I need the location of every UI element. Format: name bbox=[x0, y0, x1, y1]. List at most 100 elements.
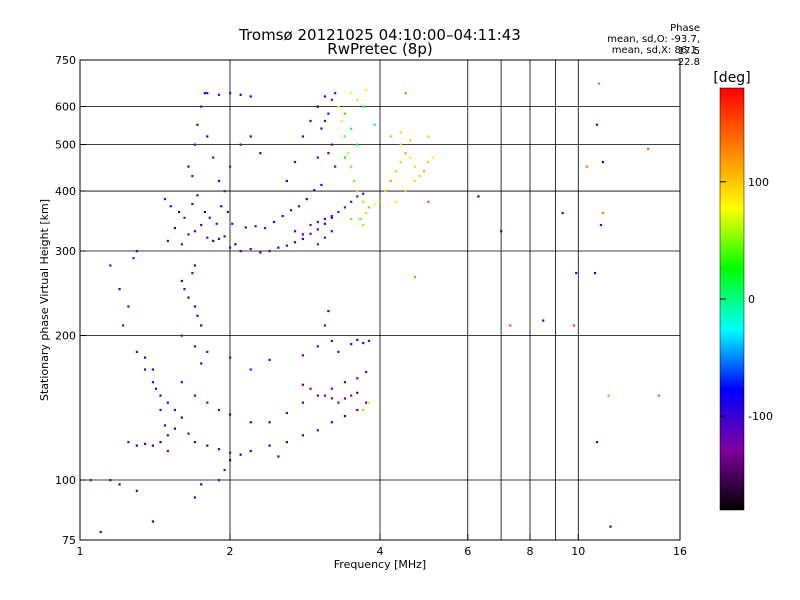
chart-title: Tromsø 20121025 04:10:00–04:11:43 bbox=[239, 26, 521, 44]
data-point bbox=[343, 156, 347, 159]
data-point bbox=[365, 370, 368, 374]
data-point bbox=[135, 489, 138, 492]
data-point bbox=[200, 105, 203, 108]
data-point bbox=[229, 413, 232, 416]
data-point bbox=[166, 434, 169, 437]
data-point bbox=[542, 319, 545, 322]
data-point bbox=[323, 324, 327, 327]
data-point bbox=[231, 222, 234, 225]
data-point bbox=[89, 479, 92, 482]
data-point bbox=[193, 143, 197, 146]
data-point bbox=[330, 214, 333, 218]
data-point bbox=[323, 119, 327, 123]
data-point bbox=[418, 174, 421, 178]
data-point bbox=[169, 205, 172, 208]
data-point bbox=[173, 427, 177, 430]
data-point bbox=[212, 239, 215, 243]
x-tick-label: 8 bbox=[527, 545, 534, 558]
data-point bbox=[191, 202, 194, 206]
data-point bbox=[122, 324, 125, 327]
data-point bbox=[193, 264, 197, 267]
data-point bbox=[151, 444, 155, 447]
data-point bbox=[196, 123, 199, 126]
data-point bbox=[413, 275, 417, 279]
data-point bbox=[595, 441, 599, 444]
data-point bbox=[657, 394, 660, 397]
data-point bbox=[305, 198, 308, 201]
data-point bbox=[367, 401, 371, 404]
data-point bbox=[316, 156, 319, 159]
data-point bbox=[285, 244, 288, 247]
data-point bbox=[601, 212, 605, 215]
data-point bbox=[180, 334, 183, 337]
data-point bbox=[109, 479, 112, 482]
x-tick-label: 1 bbox=[77, 545, 84, 558]
data-point bbox=[254, 225, 257, 228]
data-point bbox=[249, 368, 252, 371]
grid-layer bbox=[80, 60, 680, 540]
data-point bbox=[193, 305, 197, 308]
data-point bbox=[356, 408, 359, 412]
data-point bbox=[422, 170, 426, 173]
data-point bbox=[320, 183, 323, 187]
data-point bbox=[268, 250, 271, 253]
data-point bbox=[229, 451, 232, 454]
data-point bbox=[356, 195, 359, 198]
data-point bbox=[191, 174, 194, 178]
data-point bbox=[330, 230, 333, 233]
data-point bbox=[309, 119, 312, 123]
data-point bbox=[301, 354, 305, 357]
data-point bbox=[356, 143, 359, 146]
data-point bbox=[208, 216, 211, 219]
data-point bbox=[343, 397, 347, 400]
data-point bbox=[323, 95, 327, 98]
data-point bbox=[180, 243, 183, 246]
data-point bbox=[404, 92, 407, 95]
data-point bbox=[350, 217, 353, 221]
y-tick-label: 300 bbox=[55, 245, 76, 258]
data-point bbox=[389, 135, 392, 138]
data-point bbox=[163, 424, 167, 427]
data-point bbox=[609, 525, 612, 528]
data-point bbox=[229, 246, 232, 249]
data-point bbox=[249, 449, 252, 453]
data-point bbox=[330, 143, 333, 146]
data-point bbox=[362, 408, 365, 412]
data-point bbox=[309, 223, 312, 227]
data-point bbox=[373, 123, 376, 126]
data-point bbox=[187, 233, 190, 236]
y-tick-label: 600 bbox=[55, 101, 76, 114]
data-point bbox=[187, 296, 190, 299]
data-point bbox=[135, 350, 138, 353]
data-point bbox=[206, 236, 209, 239]
data-point bbox=[500, 230, 503, 233]
data-point bbox=[330, 216, 333, 219]
data-point bbox=[249, 247, 252, 251]
data-point bbox=[601, 160, 605, 164]
data-point bbox=[154, 387, 158, 390]
data-point bbox=[427, 135, 430, 138]
data-point bbox=[367, 206, 371, 209]
data-point bbox=[193, 394, 197, 397]
data-point bbox=[239, 143, 242, 146]
data-point bbox=[229, 165, 232, 168]
data-point bbox=[249, 135, 252, 138]
data-point bbox=[330, 98, 333, 101]
data-point bbox=[229, 356, 232, 359]
data-point bbox=[373, 203, 376, 206]
data-point bbox=[212, 156, 215, 159]
data-point bbox=[239, 250, 242, 253]
data-point bbox=[109, 264, 112, 267]
data-point bbox=[365, 212, 368, 215]
data-point bbox=[413, 179, 417, 183]
data-point bbox=[203, 92, 206, 95]
data-point bbox=[399, 160, 402, 164]
y-tick-label: 750 bbox=[55, 54, 76, 67]
data-point bbox=[350, 394, 353, 397]
data-point bbox=[572, 324, 576, 327]
data-point bbox=[206, 444, 209, 447]
data-point bbox=[316, 243, 319, 246]
data-point bbox=[193, 441, 197, 444]
data-point bbox=[127, 441, 130, 444]
data-point bbox=[301, 233, 305, 236]
